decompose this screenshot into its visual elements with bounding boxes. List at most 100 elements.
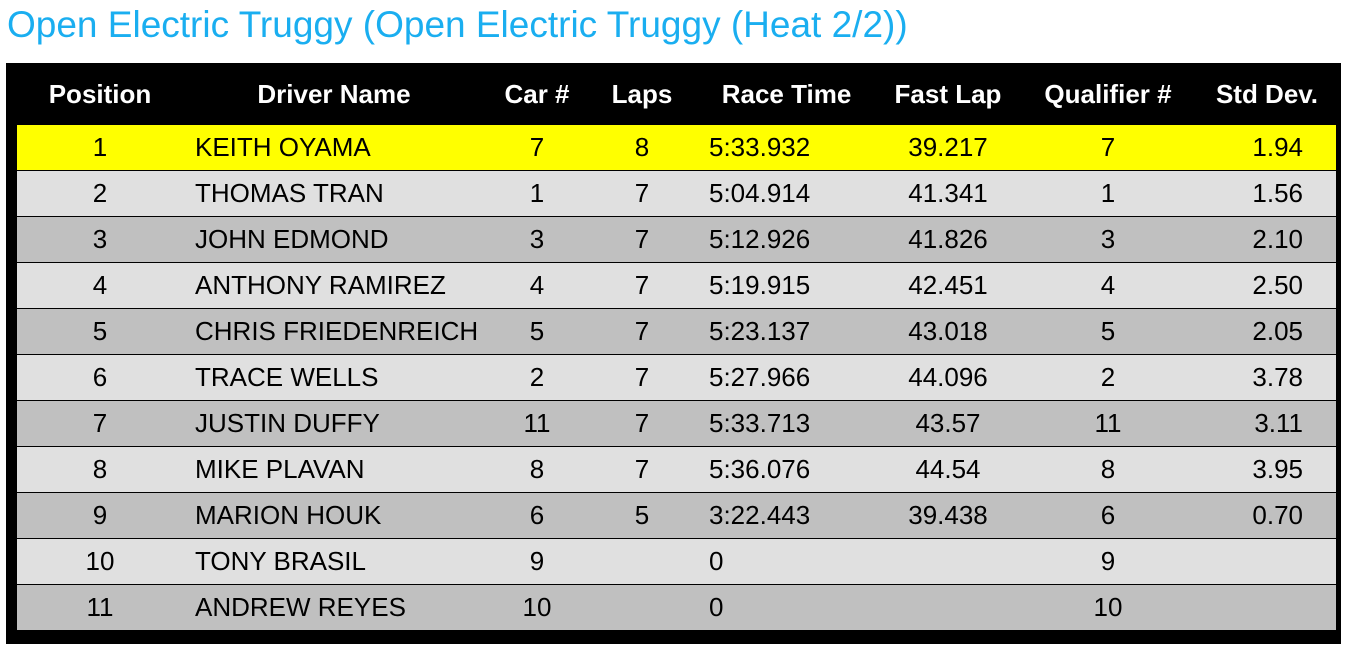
- cell-position: 8: [17, 446, 183, 493]
- cell-position: 11: [17, 584, 183, 631]
- cell-laps: 8: [589, 125, 695, 171]
- table-row[interactable]: 9 MARION HOUK 6 5 3:22.443 39.438 6 0.70: [17, 492, 1336, 539]
- column-header-qualifier[interactable]: Qualifier #: [1044, 78, 1172, 109]
- cell-driver-name: TRACE WELLS: [183, 354, 485, 401]
- cell-car-number: 3: [485, 216, 589, 263]
- cell-race-time: 3:22.443: [695, 492, 878, 539]
- cell-driver-name: KEITH OYAMA: [183, 125, 485, 171]
- cell-driver-name: CHRIS FRIEDENREICH: [183, 308, 485, 355]
- table-row[interactable]: 4 ANTHONY RAMIREZ 4 7 5:19.915 42.451 4 2.50: [17, 262, 1336, 309]
- cell-std-dev: [1198, 584, 1336, 631]
- results-table: Position Driver Name Car # Laps Race Tim…: [17, 63, 1336, 631]
- cell-position: 2: [17, 170, 183, 217]
- column-header-driver-name[interactable]: Driver Name: [257, 78, 411, 109]
- cell-car-number: 7: [485, 125, 589, 171]
- cell-qualifier: 8: [1018, 446, 1198, 493]
- header-row: Position Driver Name Car # Laps Race Tim…: [17, 63, 1336, 125]
- cell-std-dev: 2.05: [1198, 308, 1336, 355]
- cell-driver-name: ANTHONY RAMIREZ: [183, 262, 485, 309]
- cell-fast-lap: 41.341: [878, 170, 1018, 217]
- cell-race-time: 5:36.076: [695, 446, 878, 493]
- cell-std-dev: 1.56: [1198, 170, 1336, 217]
- table-row[interactable]: 1 KEITH OYAMA 7 8 5:33.932 39.217 7 1.94: [17, 125, 1336, 171]
- table-body: 1 KEITH OYAMA 7 8 5:33.932 39.217 7 1.94 2 THOMAS…: [17, 125, 1336, 631]
- cell-fast-lap: 43.018: [878, 308, 1018, 355]
- cell-driver-name: JUSTIN DUFFY: [183, 400, 485, 447]
- cell-position: 3: [17, 216, 183, 263]
- cell-driver-name: JOHN EDMOND: [183, 216, 485, 263]
- table-header: Position Driver Name Car # Laps Race Tim…: [17, 63, 1336, 125]
- cell-car-number: 9: [485, 538, 589, 585]
- cell-car-number: 6: [485, 492, 589, 539]
- cell-std-dev: 2.50: [1198, 262, 1336, 309]
- cell-race-time: 5:19.915: [695, 262, 878, 309]
- cell-laps: [589, 538, 695, 585]
- cell-fast-lap: 44.54: [878, 446, 1018, 493]
- table-row[interactable]: 5 CHRIS FRIEDENREICH 5 7 5:23.137 43.018 5 2.05: [17, 308, 1336, 355]
- cell-qualifier: 7: [1018, 125, 1198, 171]
- cell-laps: 7: [589, 170, 695, 217]
- cell-fast-lap: [878, 584, 1018, 631]
- column-header-car-number[interactable]: Car #: [504, 78, 570, 109]
- column-header-fast-lap[interactable]: Fast Lap: [894, 78, 1002, 109]
- cell-qualifier: 1: [1018, 170, 1198, 217]
- table-row[interactable]: 8 MIKE PLAVAN 8 7 5:36.076 44.54 8 3.95: [17, 446, 1336, 493]
- cell-race-time: 0: [695, 538, 878, 585]
- cell-driver-name: MIKE PLAVAN: [183, 446, 485, 493]
- cell-position: 1: [17, 125, 183, 171]
- cell-std-dev: [1198, 538, 1336, 585]
- table-row[interactable]: 2 THOMAS TRAN 1 7 5:04.914 41.341 1 1.56: [17, 170, 1336, 217]
- cell-fast-lap: 39.438: [878, 492, 1018, 539]
- table-row[interactable]: 10 TONY BRASIL 9 0 9: [17, 538, 1336, 585]
- cell-laps: 7: [589, 400, 695, 447]
- cell-position: 10: [17, 538, 183, 585]
- cell-std-dev: 3.95: [1198, 446, 1336, 493]
- column-header-position[interactable]: Position: [48, 78, 152, 109]
- cell-car-number: 8: [485, 446, 589, 493]
- cell-qualifier: 5: [1018, 308, 1198, 355]
- cell-qualifier: 9: [1018, 538, 1198, 585]
- column-header-race-time[interactable]: Race Time: [721, 78, 852, 109]
- cell-race-time: 5:33.932: [695, 125, 878, 171]
- column-header-std-dev[interactable]: Std Dev.: [1215, 78, 1319, 109]
- cell-laps: 5: [589, 492, 695, 539]
- table-row[interactable]: 3 JOHN EDMOND 3 7 5:12.926 41.826 3 2.10: [17, 216, 1336, 263]
- cell-car-number: 4: [485, 262, 589, 309]
- cell-fast-lap: 41.826: [878, 216, 1018, 263]
- cell-std-dev: 3.11: [1198, 400, 1336, 447]
- page-title: Open Electric Truggy (Open Electric Trug…: [7, 4, 908, 45]
- cell-position: 5: [17, 308, 183, 355]
- table-row[interactable]: 7 JUSTIN DUFFY 11 7 5:33.713 43.57 11 3.11: [17, 400, 1336, 447]
- cell-position: 4: [17, 262, 183, 309]
- cell-qualifier: 6: [1018, 492, 1198, 539]
- cell-qualifier: 4: [1018, 262, 1198, 309]
- table-row[interactable]: 6 TRACE WELLS 2 7 5:27.966 44.096 2 3.78: [17, 354, 1336, 401]
- cell-race-time: 5:33.713: [695, 400, 878, 447]
- cell-laps: 7: [589, 446, 695, 493]
- cell-qualifier: 3: [1018, 216, 1198, 263]
- cell-driver-name: MARION HOUK: [183, 492, 485, 539]
- cell-qualifier: 10: [1018, 584, 1198, 631]
- cell-laps: 7: [589, 308, 695, 355]
- cell-std-dev: 1.94: [1198, 125, 1336, 171]
- cell-car-number: 11: [485, 400, 589, 447]
- results-table-frame: Position Driver Name Car # Laps Race Tim…: [6, 63, 1341, 644]
- cell-fast-lap: 43.57: [878, 400, 1018, 447]
- table-row[interactable]: 11 ANDREW REYES 10 0 10: [17, 584, 1336, 631]
- column-header-laps[interactable]: Laps: [611, 78, 673, 109]
- cell-car-number: 5: [485, 308, 589, 355]
- cell-laps: [589, 584, 695, 631]
- cell-position: 6: [17, 354, 183, 401]
- cell-laps: 7: [589, 216, 695, 263]
- cell-car-number: 10: [485, 584, 589, 631]
- cell-car-number: 2: [485, 354, 589, 401]
- cell-race-time: 5:12.926: [695, 216, 878, 263]
- cell-driver-name: ANDREW REYES: [183, 584, 485, 631]
- cell-car-number: 1: [485, 170, 589, 217]
- cell-race-time: 5:27.966: [695, 354, 878, 401]
- cell-qualifier: 2: [1018, 354, 1198, 401]
- cell-laps: 7: [589, 354, 695, 401]
- cell-std-dev: 0.70: [1198, 492, 1336, 539]
- cell-std-dev: 2.10: [1198, 216, 1336, 263]
- cell-qualifier: 11: [1018, 400, 1198, 447]
